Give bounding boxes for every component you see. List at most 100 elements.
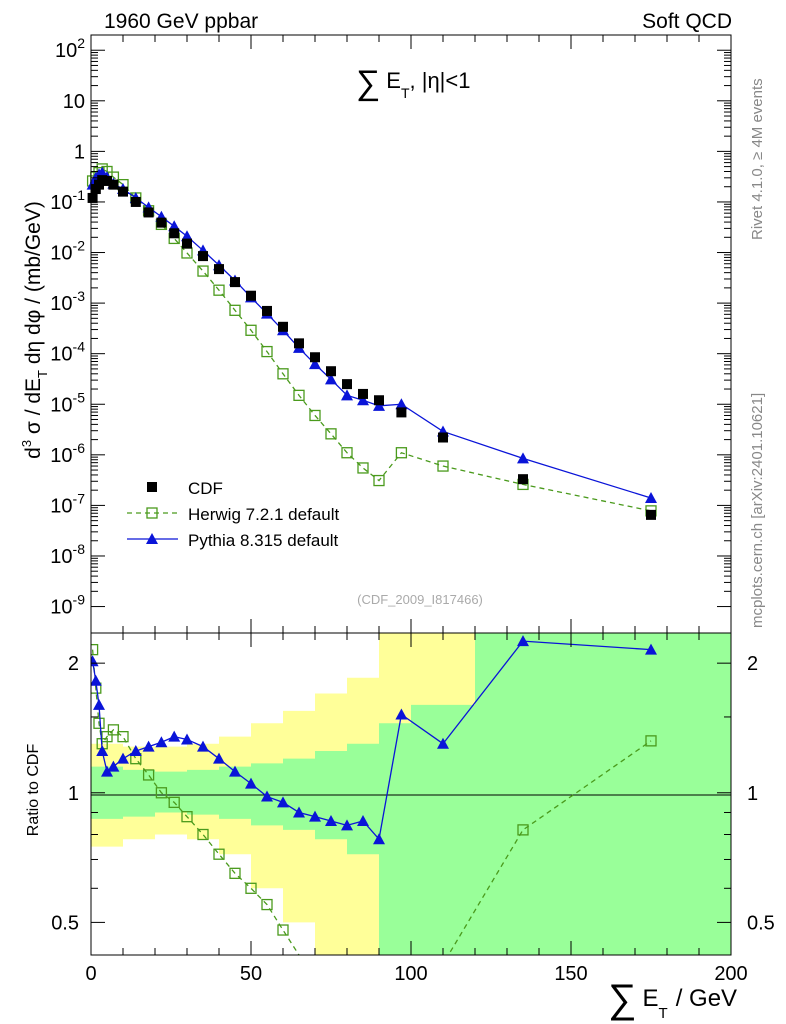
main-herwig-7-2-1-default-point: [373, 474, 385, 487]
main-ytick-label: 10-9: [50, 592, 85, 619]
main-cdf-point: [262, 305, 272, 316]
ratio-pythia-8-315-default-point: [168, 730, 181, 742]
main-cdf-point: [646, 509, 656, 520]
ratio-pythia-8-315-default-point: [107, 760, 120, 772]
main-cdf-point: [143, 207, 154, 218]
legend-marker: [146, 507, 158, 519]
main-axes: 10-9 10-8 10-7 10-6 10-5 10-4 10-3 10-2 10-1 1 10 1…: [50, 35, 732, 633]
ratio-herwig-7-2-1-default-point: [93, 717, 105, 729]
xtick-label: 150: [554, 963, 587, 985]
ratio-pythia-8-315-default-point: [91, 674, 102, 686]
ratio-herwig-7-2-1-default-line: [91, 649, 652, 955]
ratio-pythia-8-315-default-point: [261, 790, 273, 802]
main-ytick-label: 10-1: [50, 187, 85, 214]
ratio-pythia-8-315-default-point: [645, 643, 657, 655]
main-cdf-point: [214, 264, 224, 275]
main-cdf-point: [358, 388, 368, 399]
main-ytick-label: 10-7: [50, 490, 85, 517]
ratio-herwig-7-2-1-default-point: [197, 828, 209, 841]
ratio-ylabel: Ratio to CDF: [25, 744, 42, 837]
main-herwig-7-2-1-default-point: [293, 389, 305, 401]
ratio-pythia-8-315-default-point: [229, 765, 241, 777]
ratio-herwig-7-2-1-default-point: [181, 811, 193, 823]
main-pythia-8-315-default-line: [92, 171, 652, 499]
main-herwig-7-2-1-default-point: [325, 428, 337, 440]
ratio-ytick-label: 0.5: [51, 912, 79, 934]
plot-title: ∑ ET, |η|<1: [356, 64, 470, 102]
ratio-herwig-7-2-1-default-point: [261, 898, 273, 911]
main-cdf-point: [294, 338, 304, 349]
ratio-pythia-8-315-default-point: [437, 737, 449, 749]
ratio-pythia-8-315-default-point: [395, 708, 408, 720]
main-herwig-7-2-1-default-point: [277, 368, 289, 380]
header-left: 1960 GeV ppbar: [104, 10, 258, 33]
ratio-pythia-8-315-default-point: [91, 655, 99, 667]
ratio-pythia-8-315-default-point: [373, 833, 385, 845]
main-ytick-label: 10-3: [50, 288, 85, 315]
green-band: [91, 633, 731, 955]
ratio-pythia-8-315-default-point: [245, 777, 257, 789]
main-herwig-7-2-1-default-point: [357, 462, 369, 474]
ratio-pythia-8-315-default-point: [309, 810, 321, 822]
main-cdf-point: [198, 251, 208, 262]
ratio-ytick-label-right: 2: [747, 653, 758, 675]
x-axis-label: ∑ ET/ GeV: [608, 977, 737, 1022]
main-pythia-8-315-default-point: [309, 358, 321, 370]
ratio-pythia-8-315-default-point: [142, 740, 155, 752]
ratio-herwig-7-2-1-default-point: [277, 924, 289, 936]
ratio-pythia-8-315-default-point: [293, 806, 305, 818]
analysis-id: (CDF_2009_I817466): [357, 592, 483, 607]
ratio-ytick-label-right: 1: [747, 783, 758, 805]
main-herwig-7-2-1-default-point: [197, 265, 209, 277]
ratio-herwig-7-2-1-default-point: [245, 882, 257, 894]
ratio-panel: 0.5 0.5 1 1 2 2 0 50 100 150 200 Ratio to CDF: [25, 632, 775, 985]
main-cdf-point: [102, 175, 112, 186]
main-pythia-8-315-default-point: [517, 452, 529, 464]
ratio-pythia-8-315-default-point: [341, 819, 353, 831]
main-cdf-point: [118, 186, 128, 197]
main-series-layer: [86, 163, 657, 520]
main-herwig-7-2-1-default-point: [395, 447, 408, 459]
main-pythia-8-315-default-point: [341, 389, 353, 401]
main-cdf-point: [87, 192, 98, 203]
ratio-herwig-7-2-1-default-point: [213, 848, 225, 860]
main-cdf-point: [230, 277, 240, 288]
xtick-label: 0: [85, 963, 96, 985]
main-herwig-7-2-1-default-point: [437, 460, 449, 472]
ratio-pythia-8-315-default-point: [357, 814, 369, 826]
ratio-pythia-8-315-default-point: [213, 752, 225, 764]
main-frame: [90, 34, 732, 634]
main-cdf-point: [246, 290, 256, 301]
main-cdf-point: [342, 379, 352, 390]
legend-label: Pythia 8.315 default: [188, 531, 339, 550]
ratio-pythia-8-315-default-point: [181, 733, 193, 745]
ratio-herwig-7-2-1-default-point: [91, 643, 99, 656]
main-cdf-point: [374, 395, 384, 406]
xtick-label: 100: [394, 963, 427, 985]
ratio-herwig-7-2-1-default-point: [229, 867, 241, 879]
header-right: Soft QCD: [642, 10, 732, 33]
ratio-pythia-8-315-default-point: [277, 796, 289, 808]
xtick-label: 200: [714, 963, 747, 985]
main-ytick-label: 10-2: [50, 238, 85, 265]
main-ytick-label: 10-4: [50, 339, 85, 366]
main-herwig-7-2-1-default-point: [213, 284, 225, 296]
main-cdf-point: [438, 432, 448, 443]
main-ytick-label: 102: [55, 35, 85, 62]
main-pythia-8-315-default-point: [373, 399, 385, 411]
main-ytick-label: 10-6: [50, 440, 85, 467]
main-herwig-7-2-1-default-point: [309, 409, 321, 422]
main-cdf-point: [169, 228, 180, 239]
ratio-pythia-8-315-default-point: [155, 736, 168, 748]
legend-marker: [147, 482, 157, 492]
ratio-pythia-8-315-default-point: [197, 740, 209, 752]
main-cdf-point: [278, 321, 288, 332]
legend-label: Herwig 7.2.1 default: [188, 505, 339, 524]
ratio-pythia-8-315-default-point: [93, 698, 105, 710]
main-cdf-point: [130, 196, 141, 207]
main-cdf-point: [156, 217, 167, 228]
ratio-ytick-label: 2: [68, 653, 79, 675]
ratio-pythia-8-315-default-point: [129, 745, 142, 757]
xtick-label: 50: [240, 963, 262, 985]
main-cdf-point: [108, 179, 119, 190]
